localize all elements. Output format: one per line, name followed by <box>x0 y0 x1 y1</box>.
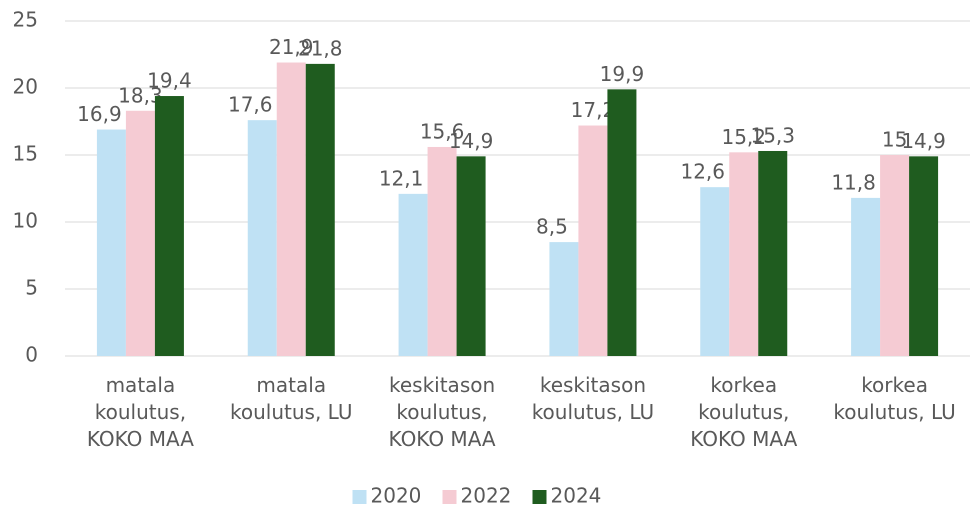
bar <box>909 156 939 356</box>
data-label: 15,2 <box>721 125 766 149</box>
legend-swatch <box>352 490 367 504</box>
legend-label: 2020 <box>371 484 422 508</box>
bar <box>125 110 155 356</box>
bar <box>729 152 759 356</box>
y-tick-label: 25 <box>13 8 38 32</box>
legend-label: 2024 <box>551 484 602 508</box>
data-label: 8,5 <box>536 215 568 239</box>
data-label: 15 <box>882 128 907 152</box>
data-label: 19,4 <box>147 69 192 93</box>
data-label: 21,9 <box>269 35 314 59</box>
data-label: 14,9 <box>449 129 494 153</box>
legend-label: 2022 <box>461 484 512 508</box>
data-label: 15,6 <box>420 119 465 143</box>
y-tick-label: 15 <box>13 142 38 166</box>
data-label: 14,9 <box>901 129 946 153</box>
y-tick-label: 10 <box>13 209 38 233</box>
x-tick-label: korkea koulutus, KOKO MAA <box>690 373 797 451</box>
x-tick-label: korkea koulutus, LU <box>833 373 955 424</box>
x-tick-label: keskitason koulutus, KOKO MAA <box>389 373 496 451</box>
bar <box>700 187 730 356</box>
y-tick-label: 5 <box>25 276 38 300</box>
data-label: 15,3 <box>750 123 795 147</box>
bar <box>247 120 277 356</box>
bar <box>758 150 788 356</box>
legend-swatch <box>442 490 457 504</box>
bar <box>549 242 579 356</box>
x-tick-label: matala koulutus, KOKO MAA <box>87 373 194 451</box>
bar <box>305 63 335 356</box>
data-label: 19,9 <box>600 62 645 86</box>
x-tick-label: keskitason koulutus, LU <box>532 373 654 424</box>
data-label: 16,9 <box>77 102 122 126</box>
bar <box>880 155 910 356</box>
bar <box>276 62 306 356</box>
bar <box>398 193 428 356</box>
y-tick-label: 0 <box>25 343 38 367</box>
bar <box>578 125 608 357</box>
bar <box>427 146 457 356</box>
y-tick-label: 20 <box>13 75 38 99</box>
data-label: 12,1 <box>379 166 424 190</box>
bar <box>154 96 184 356</box>
data-label: 17,6 <box>228 93 273 117</box>
x-tick-label: matala koulutus, LU <box>230 373 352 424</box>
data-label: 11,8 <box>831 170 876 194</box>
legend-swatch <box>532 490 547 504</box>
bar <box>607 89 637 356</box>
bar <box>851 197 881 356</box>
data-label: 12,6 <box>680 160 725 184</box>
bar <box>456 156 486 356</box>
data-label: 21,8 <box>298 36 343 60</box>
bar <box>96 129 126 356</box>
